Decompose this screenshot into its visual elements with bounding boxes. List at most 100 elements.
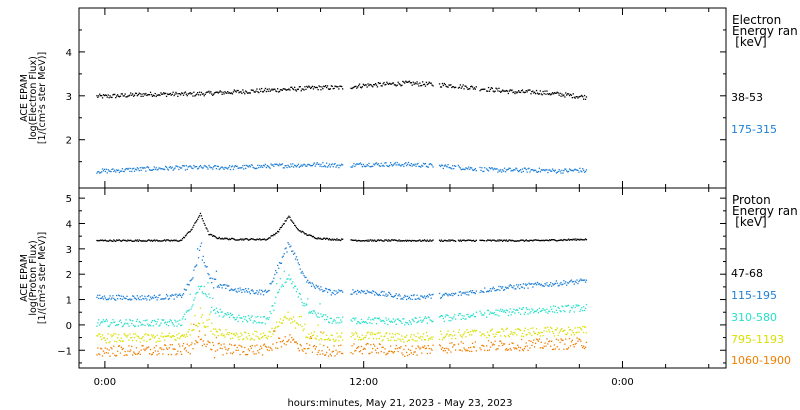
- data-point: [161, 332, 163, 334]
- data-point: [251, 89, 253, 91]
- data-point: [213, 235, 215, 237]
- data-point: [498, 345, 500, 347]
- data-point: [425, 240, 428, 242]
- data-point: [335, 239, 337, 241]
- data-point: [371, 351, 373, 353]
- data-point: [535, 310, 537, 313]
- data-point: [124, 350, 126, 353]
- data-point: [163, 298, 165, 300]
- data-point: [111, 348, 113, 350]
- data-point: [265, 346, 267, 348]
- data-point: [286, 218, 288, 220]
- data-point: [307, 348, 309, 350]
- data-point: [181, 334, 183, 337]
- data-point: [451, 239, 453, 241]
- data-point: [174, 338, 176, 341]
- data-point: [332, 292, 334, 294]
- data-point: [274, 302, 276, 304]
- data-point: [331, 163, 333, 165]
- data-point: [585, 303, 588, 306]
- data-point: [363, 347, 365, 349]
- data-point: [399, 338, 401, 341]
- data-point: [101, 171, 103, 173]
- data-point: [583, 306, 585, 308]
- data-point: [111, 96, 113, 99]
- data-point: [412, 163, 414, 166]
- data-point: [545, 311, 547, 313]
- data-point: [159, 347, 161, 349]
- data-point: [406, 322, 408, 324]
- data-point: [98, 171, 100, 173]
- proton-y-axis-label-line: log(Proton Flux): [28, 240, 39, 315]
- data-point: [552, 284, 555, 286]
- data-point: [404, 163, 406, 165]
- data-point: [312, 235, 315, 238]
- data-point: [204, 165, 206, 167]
- data-point: [298, 166, 300, 168]
- data-point: [250, 238, 252, 240]
- data-point: [148, 325, 150, 327]
- data-point: [243, 315, 245, 318]
- data-point: [521, 332, 524, 335]
- data-point: [333, 340, 335, 342]
- data-point: [171, 294, 173, 296]
- data-point: [518, 284, 520, 286]
- data-point: [574, 97, 576, 99]
- data-point: [428, 293, 430, 295]
- data-point: [101, 334, 104, 336]
- data-point: [462, 292, 464, 294]
- data-point: [320, 313, 322, 315]
- data-point: [200, 242, 203, 244]
- data-point: [399, 320, 401, 322]
- data-point: [484, 349, 486, 352]
- data-point: [151, 353, 154, 355]
- data-point: [473, 87, 476, 89]
- data-point: [272, 333, 274, 335]
- data-point: [486, 168, 488, 170]
- data-point: [490, 87, 492, 89]
- data-point: [542, 347, 544, 349]
- data-point: [512, 91, 514, 94]
- data-point: [191, 329, 193, 332]
- data-point: [502, 169, 504, 171]
- data-point: [155, 345, 157, 347]
- data-point: [135, 340, 138, 342]
- data-point: [296, 288, 299, 290]
- data-point: [432, 293, 434, 296]
- data-point: [281, 256, 283, 258]
- data-point: [299, 343, 301, 346]
- data-point: [242, 320, 244, 323]
- data-point: [438, 239, 441, 241]
- data-point: [524, 283, 526, 285]
- data-point: [162, 319, 164, 321]
- data-point: [140, 299, 142, 301]
- data-point: [182, 165, 185, 167]
- data-point: [105, 342, 107, 344]
- data-point: [466, 329, 468, 331]
- data-point: [411, 298, 413, 301]
- data-point: [149, 299, 151, 301]
- data-point: [237, 167, 239, 169]
- data-point: [211, 93, 213, 95]
- data-point: [369, 291, 371, 294]
- data-point: [181, 318, 184, 320]
- data-point: [121, 325, 123, 328]
- data-point: [458, 240, 460, 242]
- data-point: [227, 91, 229, 93]
- data-point: [390, 240, 392, 242]
- data-point: [262, 316, 265, 318]
- data-point: [146, 94, 148, 97]
- data-point: [263, 316, 266, 318]
- electron-legend-title: [keV]: [735, 35, 766, 49]
- data-point: [404, 294, 406, 297]
- data-point: [355, 164, 357, 166]
- data-point: [493, 312, 495, 314]
- data-point: [425, 296, 428, 298]
- data-point: [520, 171, 523, 173]
- data-point: [259, 164, 261, 167]
- data-point: [519, 328, 521, 331]
- data-point: [479, 90, 481, 92]
- data-point: [519, 347, 522, 349]
- data-point: [525, 307, 527, 309]
- data-point: [287, 278, 289, 280]
